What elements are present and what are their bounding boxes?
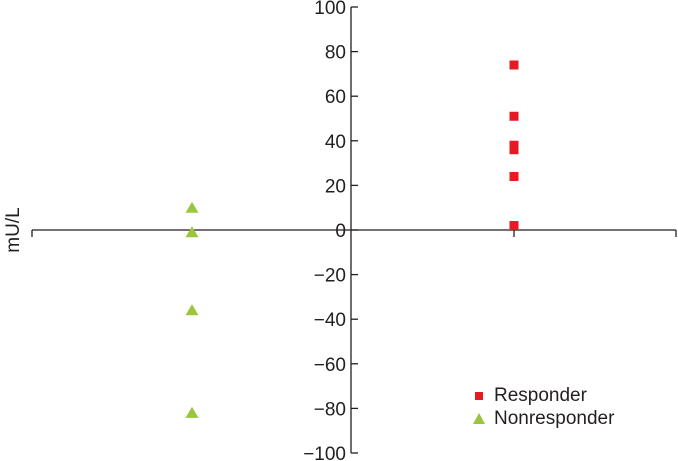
responder-point [509, 60, 519, 70]
nonresponder-point [185, 304, 199, 316]
legend: Responder Nonresponder [468, 384, 614, 430]
y-tick-label: −60 [314, 355, 346, 376]
responder-point [509, 111, 519, 121]
y-tick-label: 40 [325, 132, 346, 153]
y-tick-label: −80 [314, 399, 346, 420]
y-tick-label: 100 [314, 0, 346, 19]
responder-point [509, 171, 519, 181]
responder-point [509, 221, 519, 231]
square-marker-icon [475, 391, 483, 400]
responder-point [509, 145, 519, 155]
triangle-marker-icon [473, 413, 485, 424]
nonresponder-point [185, 406, 199, 418]
legend-item-responder: Responder [468, 384, 614, 407]
y-tick-label: −100 [303, 444, 346, 461]
y-tick-label: −40 [314, 310, 346, 331]
y-tick-label: 0 [335, 221, 346, 242]
legend-item-nonresponder: Nonresponder [468, 407, 614, 430]
y-axis-ticks: 100 80 60 40 20 0 −20 −40 −60 −80 −100 [303, 0, 358, 461]
nonresponder-point [185, 226, 199, 238]
legend-label: Nonresponder [494, 407, 615, 429]
nonresponder-point [185, 201, 199, 213]
legend-label: Responder [494, 384, 587, 406]
y-tick-label: 60 [325, 87, 346, 108]
y-tick-label: 80 [325, 43, 346, 64]
y-axis-label: mU/L [3, 207, 24, 252]
y-tick-label: −20 [314, 266, 346, 287]
y-tick-label: 20 [325, 176, 346, 197]
data-points [185, 60, 519, 418]
